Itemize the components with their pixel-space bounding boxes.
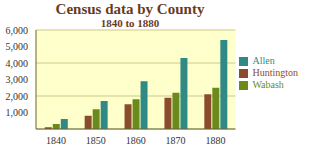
svg-text:1870: 1870 bbox=[166, 135, 186, 145]
svg-text:1,000: 1,000 bbox=[8, 107, 28, 118]
svg-text:1840: 1840 bbox=[46, 135, 66, 145]
html-text:Allen: Allen bbox=[252, 54, 275, 66]
svg-text:1850: 1850 bbox=[86, 135, 106, 145]
svg-text:1880: 1880 bbox=[205, 135, 225, 145]
svg-text:2,000: 2,000 bbox=[8, 91, 28, 102]
svg-text:5,000: 5,000 bbox=[8, 41, 28, 52]
html-text:1840 to 1880: 1840 to 1880 bbox=[100, 17, 160, 29]
html-text:Huntington: Huntington bbox=[252, 66, 298, 78]
html-text:Wabash: Wabash bbox=[252, 78, 284, 90]
html-text:Census data by County: Census data by County bbox=[55, 1, 205, 17]
svg-text:4,000: 4,000 bbox=[8, 58, 28, 69]
svg-text:1860: 1860 bbox=[126, 135, 146, 145]
svg-text:3,000: 3,000 bbox=[8, 74, 28, 85]
svg-text:6,000: 6,000 bbox=[8, 25, 28, 36]
